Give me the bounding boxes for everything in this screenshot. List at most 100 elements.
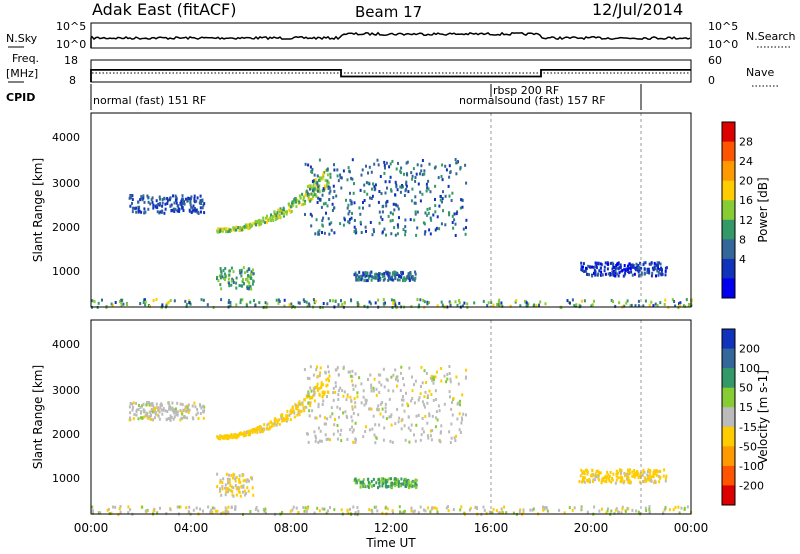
scatter-cell [407, 415, 410, 419]
scatter-cell [169, 418, 172, 422]
scatter-cell [218, 437, 220, 440]
scatter-cell [245, 491, 248, 495]
scatter-cell [138, 403, 140, 407]
scatter-cell [380, 192, 383, 196]
scatter-cell [161, 201, 164, 205]
scatter-cell [405, 485, 408, 488]
scatter-cell [129, 416, 131, 420]
scatter-cell [297, 301, 300, 305]
scatter-cell [163, 196, 166, 200]
scatter-cell [131, 402, 134, 406]
scatter-cell [155, 199, 158, 203]
scatter-cell [282, 208, 285, 212]
scatter-cell [423, 169, 426, 173]
scatter-cell [347, 370, 350, 374]
scatter-cell [687, 304, 690, 308]
scatter-cell [321, 193, 324, 197]
scatter-cell [316, 382, 319, 386]
scatter-cell [350, 216, 353, 220]
scatter-cell [264, 301, 267, 305]
scatter-cell [182, 408, 185, 412]
scatter-cell [238, 432, 241, 436]
scatter-cell [634, 268, 637, 272]
scatter-cell [339, 407, 341, 411]
scatter-cell [354, 481, 357, 485]
scatter-cell [143, 415, 146, 419]
scatter-cell [449, 304, 452, 308]
scatter-cell [251, 477, 253, 481]
scatter-cell [372, 414, 375, 418]
scatter-cell [181, 194, 184, 198]
scatter-cell [623, 479, 626, 483]
scatter-cell [378, 423, 381, 427]
scatter-cell [341, 302, 344, 306]
scatter-cell [137, 407, 140, 411]
scatter-cell [165, 418, 168, 422]
scatter-cell [409, 218, 412, 222]
scatter-cell [374, 275, 377, 279]
scatter-cell [651, 271, 654, 275]
colorbar-swatch [722, 258, 735, 279]
scatter-cell [311, 189, 314, 193]
scatter-cell [304, 202, 306, 205]
scatter-cell [609, 272, 611, 276]
scatter-cell [618, 301, 621, 305]
scatter-cell [159, 201, 161, 205]
scatter-cell [389, 175, 392, 179]
scatter-cell [586, 472, 589, 476]
scatter-cell [431, 506, 434, 510]
scatter-cell [377, 477, 380, 481]
scatter-cell [437, 176, 440, 180]
scatter-cell [348, 221, 351, 225]
scatter-cell [434, 375, 437, 379]
scatter-cell [322, 390, 325, 394]
scatter-cell [359, 212, 362, 216]
scatter-cell [459, 166, 462, 170]
scatter-cell [405, 184, 408, 188]
scatter-cell [394, 180, 397, 184]
scatter-cell [402, 279, 405, 283]
scatter-cell [381, 274, 384, 278]
scatter-cell [362, 273, 365, 277]
scatter-cell [595, 264, 598, 268]
scatter-cell [614, 274, 617, 278]
scatter-cell [304, 193, 307, 197]
xtick-2000: 20:00 [574, 521, 609, 535]
scatter-cell [219, 267, 222, 270]
scatter-cell [379, 412, 382, 416]
scatter-cell [313, 391, 316, 395]
scatter-cell [419, 199, 422, 203]
scatter-cell [138, 209, 141, 213]
scatter-cell [164, 409, 167, 413]
scatter-cell [617, 510, 620, 514]
scatter-cell [257, 221, 260, 225]
scatter-cell [351, 375, 354, 379]
scatter-cell [196, 196, 199, 200]
scatter-cell [346, 437, 349, 441]
scatter-cell [311, 197, 314, 201]
scatter-cell [389, 211, 392, 215]
scatter-cell [274, 217, 277, 221]
scatter-cell [394, 301, 397, 305]
scatter-cell [542, 505, 544, 509]
scatter-cell [325, 422, 327, 426]
scatter-cell [610, 509, 613, 513]
scatter-cell [648, 271, 651, 275]
scatter-cell [583, 299, 586, 303]
scatter-cell [381, 479, 384, 483]
scatter-cell [280, 211, 283, 215]
scatter-cell [150, 198, 153, 202]
scatter-cell [324, 433, 327, 437]
scatter-cell [492, 303, 495, 307]
scatter-cell [476, 506, 478, 510]
scatter-cell [225, 227, 228, 231]
scatter-cell [591, 265, 594, 269]
noise-left-label: N.Sky [6, 32, 38, 45]
scatter-cell [390, 423, 393, 427]
scatter-cell [359, 481, 362, 484]
scatter-cell [378, 380, 381, 384]
xtick-0400: 04:00 [174, 521, 209, 535]
scatter-cell [640, 266, 643, 270]
scatter-cell [332, 398, 335, 402]
scatter-cell [392, 301, 395, 305]
